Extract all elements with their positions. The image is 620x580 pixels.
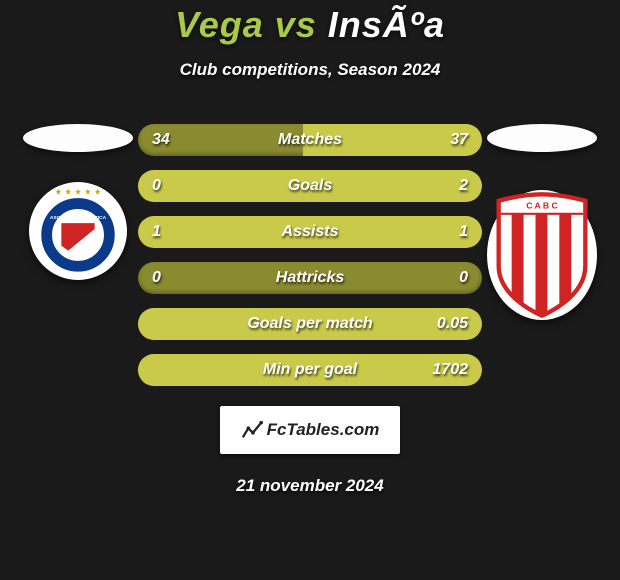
- stat-right-value: 1: [459, 223, 468, 241]
- right-column: C A B C: [482, 124, 602, 320]
- right-player-photo-placeholder: [487, 124, 597, 152]
- stats-wrapper: ASOCIACION ATLETICA 34 Matches 37 0 Goals 2 1 A…: [0, 124, 620, 386]
- title-vs: vs: [275, 4, 328, 45]
- stat-left-value: 0: [152, 177, 161, 195]
- stat-left-value: 1: [152, 223, 161, 241]
- subtitle: Club competitions, Season 2024: [180, 60, 441, 80]
- stat-right-value: 0: [459, 269, 468, 287]
- stat-label: Assists: [282, 223, 339, 241]
- argentinos-juniors-crest-icon: ASOCIACION ATLETICA: [29, 182, 127, 280]
- stat-row: 34 Matches 37: [138, 124, 482, 156]
- stat-left-value: 0: [152, 269, 161, 287]
- stat-left-value: 34: [152, 131, 170, 149]
- barracas-crest-icon: C A B C: [487, 190, 597, 320]
- stat-right-value: 2: [459, 177, 468, 195]
- right-team-crest: C A B C: [487, 190, 597, 320]
- stat-right-value: 1702: [432, 361, 468, 379]
- stat-right-value: 37: [450, 131, 468, 149]
- fctables-brand-badge[interactable]: FcTables.com: [220, 406, 400, 454]
- stats-column: 34 Matches 37 0 Goals 2 1 Assists 1 0 Hattricks 0 Go…: [138, 124, 482, 386]
- svg-text:ASOCIACION ATLETICA: ASOCIACION ATLETICA: [50, 215, 107, 221]
- stat-right-value: 0.05: [437, 315, 468, 333]
- stat-label: Goals per match: [247, 315, 372, 333]
- stat-label: Min per goal: [263, 361, 357, 379]
- infographic-container: Vega vs InsÃºa Club competitions, Season…: [0, 0, 620, 580]
- title-right-name: InsÃºa: [328, 4, 445, 45]
- stat-label: Hattricks: [276, 269, 344, 287]
- page-title: Vega vs InsÃºa: [175, 4, 445, 46]
- brand-label: FcTables.com: [267, 420, 380, 440]
- left-player-photo-placeholder: [23, 124, 133, 152]
- stat-row: 0 Hattricks 0: [138, 262, 482, 294]
- title-left-name: Vega: [175, 4, 264, 45]
- svg-text:C A B C: C A B C: [526, 200, 558, 210]
- stat-row: Min per goal 1702: [138, 354, 482, 386]
- left-team-crest: ASOCIACION ATLETICA: [29, 182, 127, 280]
- stat-row: 0 Goals 2: [138, 170, 482, 202]
- infographic-date: 21 november 2024: [236, 476, 383, 496]
- stat-row: Goals per match 0.05: [138, 308, 482, 340]
- stat-label: Goals: [288, 177, 332, 195]
- stat-label: Matches: [278, 131, 342, 149]
- chart-icon: [241, 419, 263, 441]
- stat-row: 1 Assists 1: [138, 216, 482, 248]
- left-column: ASOCIACION ATLETICA: [18, 124, 138, 280]
